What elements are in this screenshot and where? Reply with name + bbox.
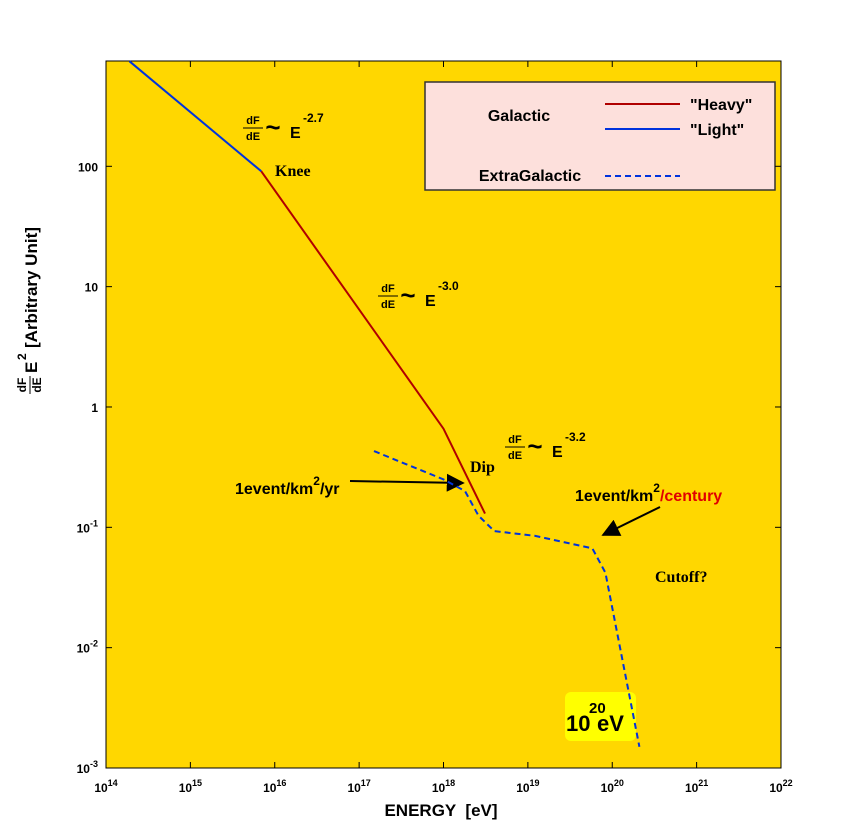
x-tick-label: 1022 [769,778,792,795]
legend-box [424,81,776,191]
ylabel-base: E [22,362,41,373]
fraction-denominator: dE [246,131,260,143]
ylabel-denominator: dE [30,377,44,392]
series-line [128,60,262,172]
x-tick-label: 1021 [685,778,708,795]
x-tick-label: 1016 [263,778,286,795]
legend-group: Galactic [488,108,550,125]
ylabel-numerator: dF [15,378,29,393]
fraction-denominator: dE [508,450,522,462]
y-tick-label: 10-3 [77,759,98,776]
slope-base: E [290,125,301,142]
slope-exponent: -3.0 [438,279,459,293]
rate-label: 1event/km2/yr [235,474,340,498]
slope-exponent: -3.2 [565,430,586,444]
rate-superscript: 2 [313,474,320,488]
fraction-numerator: dF [508,434,522,446]
series-line [260,170,486,515]
rate-text: 1event/km [235,481,313,498]
energy-base: 10 [566,711,590,736]
legend-label: "Heavy" [690,97,752,114]
y-tick-label: 10-1 [77,518,98,535]
x-tick-label: 1017 [347,778,370,795]
legend-label: "Light" [690,122,744,139]
tilde: ~ [265,112,280,142]
ylabel-text: [Arbitrary Unit] [22,227,41,348]
annotation: Cutoff? [655,569,707,586]
x-tick-label: 1018 [432,778,455,795]
y-axis-label: dF dE E 2 [Arbitrary Unit] [15,227,44,394]
slope-base: E [552,444,563,461]
energy-unit: eV [597,711,624,736]
energy-exponent: 20 [589,700,606,717]
ylabel-exponent: 2 [15,353,29,360]
arrow [601,506,661,536]
rate-superscript: 2 [653,481,660,495]
y-tick-label: 10 [85,281,99,295]
rate-label: 1event/km2/century [575,481,722,505]
rate-suffix: /century [660,488,722,505]
arrow [349,473,465,492]
x-tick-label: 1015 [179,778,202,795]
legend-group: ExtraGalactic [479,168,581,185]
tilde: ~ [527,431,542,461]
tilde: ~ [400,280,415,310]
x-tick-label: 1014 [94,778,117,795]
fraction-denominator: dE [381,299,395,311]
rate-text: 1event/km [575,488,653,505]
energy-box [565,692,636,741]
x-tick-label: 1020 [601,778,624,795]
y-tick-label: 1 [91,401,98,415]
slope-base: E [425,293,436,310]
x-tick-label: 1019 [516,778,539,795]
y-tick-label: 100 [78,160,98,174]
fraction-numerator: dF [246,115,260,127]
y-tick-label: 10-2 [77,639,98,656]
x-axis-label: ENERGY [eV] [384,801,497,820]
fraction-numerator: dF [381,283,395,295]
slope-exponent: -2.7 [303,111,324,125]
annotation: Knee [275,163,311,180]
annotation: Dip [470,459,495,476]
series-line [373,450,641,747]
rate-suffix: /yr [320,481,340,498]
